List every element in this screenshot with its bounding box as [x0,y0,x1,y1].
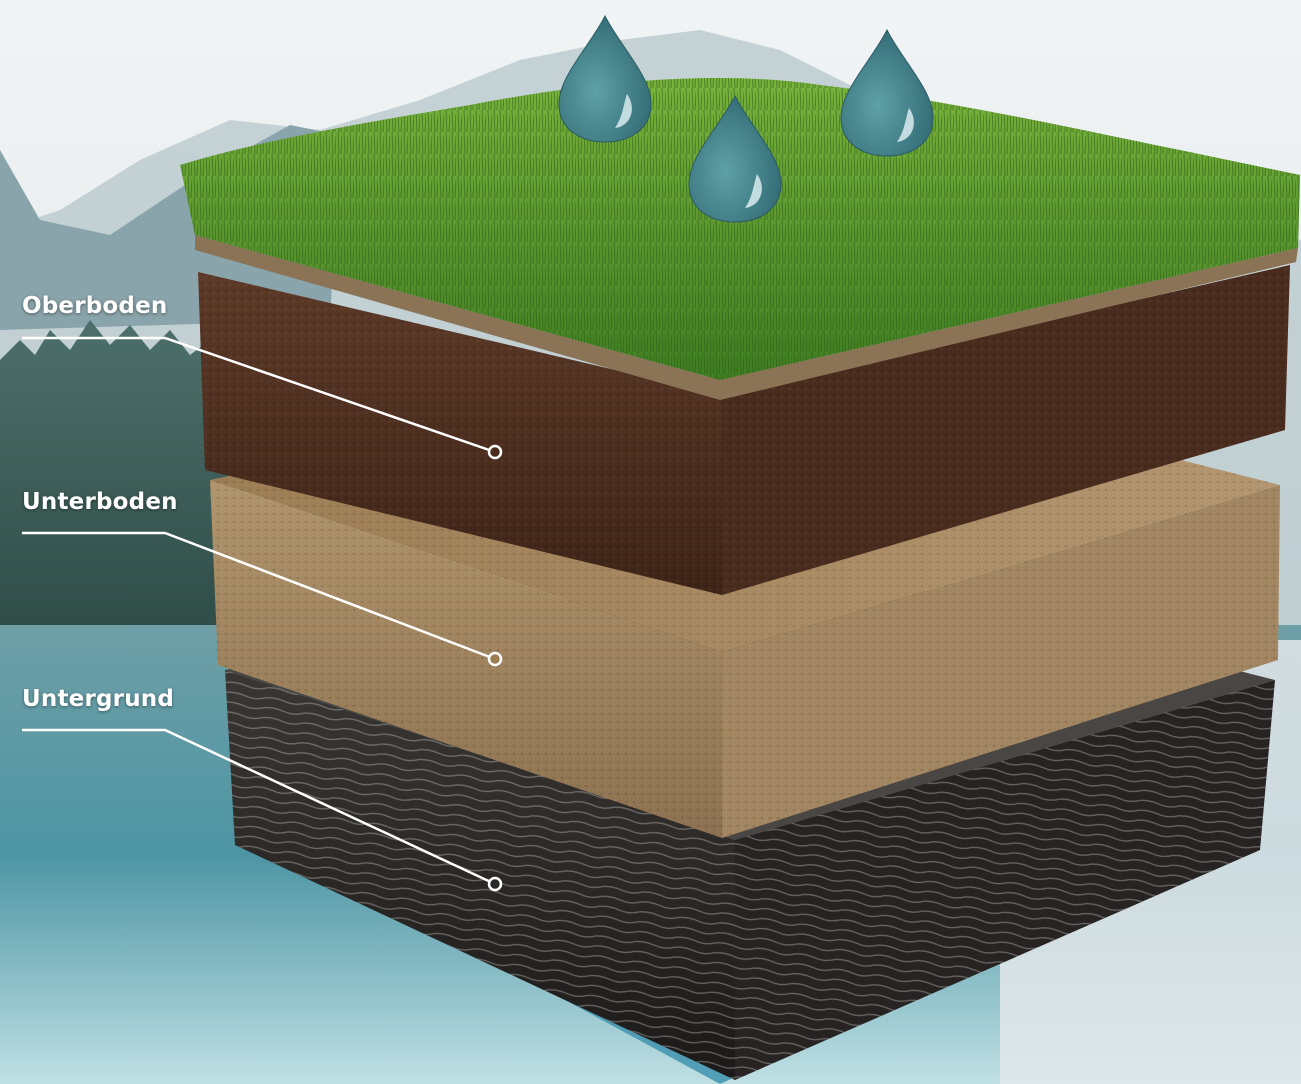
water-drop-icon [840,28,934,157]
water-drop-icon [688,94,782,223]
label-oberboden: Oberboden [22,293,168,319]
water-drop-icon [558,14,652,143]
label-untergrund: Untergrund [22,686,175,712]
label-unterboden: Unterboden [22,489,178,515]
forest-line [0,320,240,640]
topsoil-block [198,265,1290,595]
leader-line-oberboden [22,336,503,460]
grass-layer [180,77,1300,400]
leader-line-unterboden [22,531,503,667]
leader-line-untergrund [22,728,503,892]
